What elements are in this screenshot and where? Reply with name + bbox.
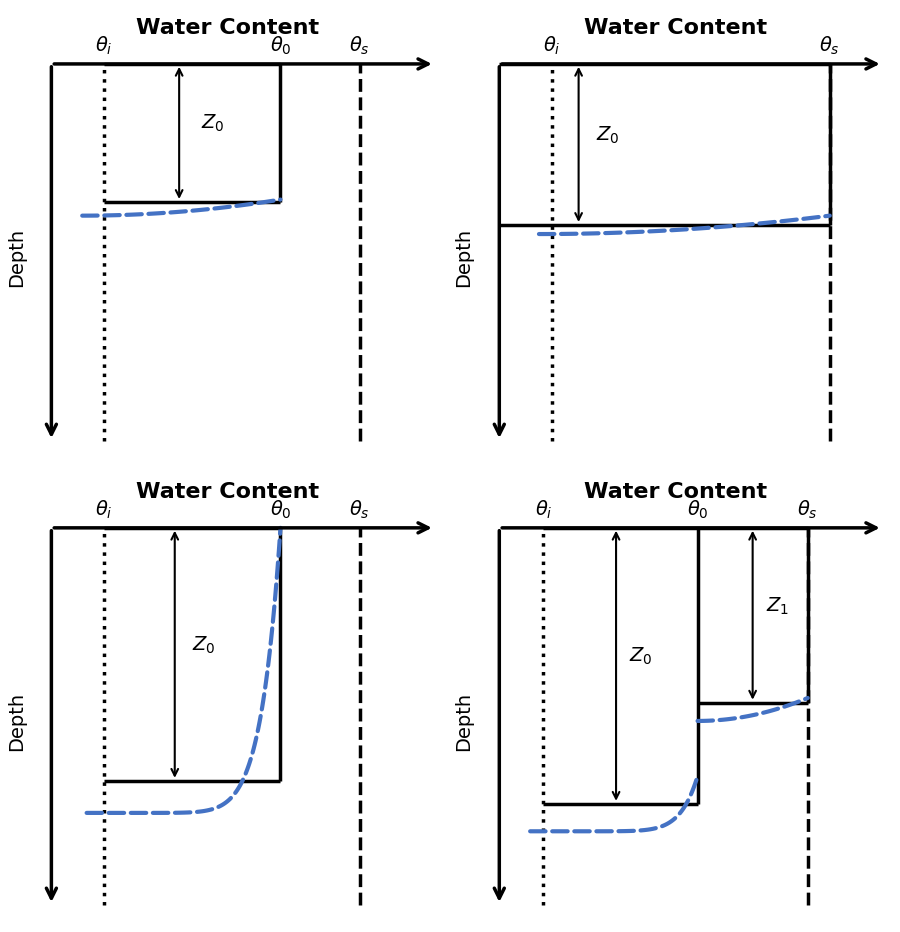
- Text: $\theta_i$: $\theta_i$: [544, 34, 561, 57]
- Text: Depth: Depth: [6, 227, 25, 287]
- Text: $Z_0$: $Z_0$: [202, 113, 225, 134]
- Text: Depth: Depth: [454, 692, 473, 750]
- Text: $\theta_0$: $\theta_0$: [687, 499, 708, 521]
- Text: $\theta_0$: $\theta_0$: [270, 499, 292, 521]
- Text: $\theta_s$: $\theta_s$: [797, 499, 818, 521]
- Text: Depth: Depth: [454, 227, 473, 287]
- Text: $Z_0$: $Z_0$: [596, 125, 620, 145]
- Text: $\theta_s$: $\theta_s$: [819, 34, 840, 57]
- Text: Water Content: Water Content: [584, 18, 767, 38]
- Text: $\theta_0$: $\theta_0$: [270, 34, 292, 57]
- Text: $\theta_s$: $\theta_s$: [349, 34, 370, 57]
- Text: $\theta_i$: $\theta_i$: [535, 499, 553, 521]
- Text: Water Content: Water Content: [584, 482, 767, 501]
- Text: Water Content: Water Content: [136, 482, 320, 501]
- Text: $Z_0$: $Z_0$: [629, 646, 652, 667]
- Text: $Z_1$: $Z_1$: [766, 596, 789, 617]
- Text: $Z_0$: $Z_0$: [193, 635, 216, 656]
- Text: Water Content: Water Content: [136, 18, 320, 38]
- Text: $\theta_s$: $\theta_s$: [349, 499, 370, 521]
- Text: $\theta_i$: $\theta_i$: [95, 499, 113, 521]
- Text: $\theta_i$: $\theta_i$: [95, 34, 113, 57]
- Text: Depth: Depth: [6, 692, 25, 750]
